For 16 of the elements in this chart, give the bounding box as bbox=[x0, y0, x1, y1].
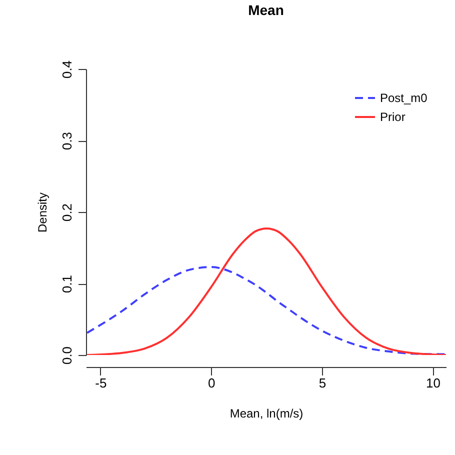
y-axis-title: Density bbox=[36, 192, 50, 233]
y-tick-label: 0.1 bbox=[60, 274, 74, 294]
x-tick-label: 10 bbox=[426, 376, 440, 390]
x-tick-label: 5 bbox=[318, 376, 326, 390]
legend-label: Post_m0 bbox=[380, 91, 428, 105]
line-series bbox=[86, 227, 446, 355]
y-tick-label: 0.0 bbox=[60, 346, 74, 365]
chart-title: Mean bbox=[248, 2, 284, 18]
y-tick-label: 0.3 bbox=[60, 132, 74, 150]
x-tick-label: 0 bbox=[208, 376, 216, 390]
y-tick-label: 0.2 bbox=[60, 203, 74, 222]
x-axis-title: Mean, ln(m/s) bbox=[230, 406, 304, 420]
legend-label: Prior bbox=[380, 110, 406, 124]
line-series bbox=[86, 266, 446, 355]
y-tick-label: 0.4 bbox=[60, 60, 74, 79]
x-tick-label: -5 bbox=[95, 376, 107, 390]
